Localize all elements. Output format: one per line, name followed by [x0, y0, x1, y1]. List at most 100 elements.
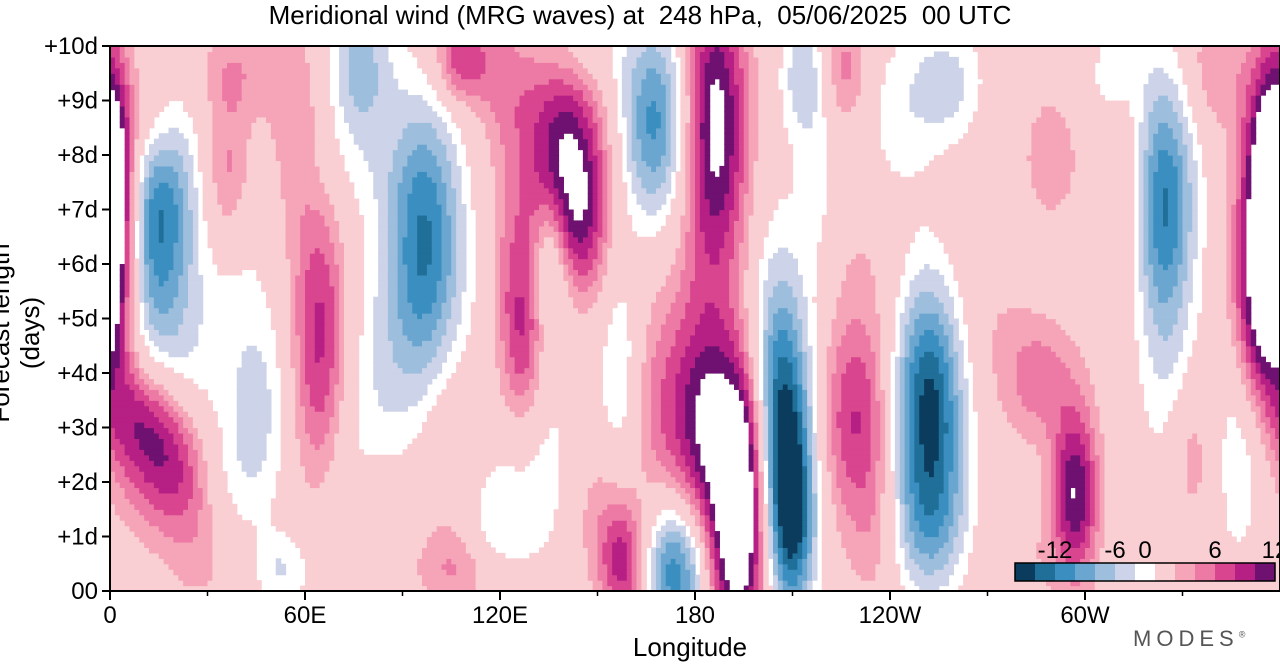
- heatmap-cell: [875, 498, 881, 505]
- heatmap-cell: [134, 482, 155, 489]
- heatmap-cell: [797, 400, 803, 407]
- heatmap-cell: [280, 373, 296, 380]
- heatmap-cell: [339, 225, 365, 232]
- heatmap-cell: [1007, 411, 1037, 418]
- heatmap-cell: [470, 204, 496, 211]
- heatmap-cell: [773, 465, 779, 472]
- heatmap-cell: [899, 367, 906, 374]
- heatmap-cell: [504, 340, 511, 347]
- heatmap-cell: [899, 476, 906, 483]
- heatmap-cell: [495, 269, 501, 276]
- heatmap-cell: [344, 285, 365, 292]
- heatmap-cell: [612, 193, 628, 200]
- heatmap-cell: [163, 438, 174, 445]
- heatmap-cell: [339, 302, 345, 309]
- heatmap-cell: [597, 187, 603, 194]
- heatmap-cell: [802, 411, 808, 418]
- heatmap-cell: [495, 236, 501, 243]
- heatmap-cell: [826, 182, 1032, 189]
- heatmap-cell: [456, 258, 467, 265]
- heatmap-cell: [933, 291, 950, 298]
- heatmap-cell: [539, 274, 564, 281]
- heatmap-cell: [324, 351, 335, 358]
- heatmap-cell: [582, 236, 594, 243]
- heatmap-cell: [495, 258, 501, 265]
- heatmap-cell: [446, 378, 501, 385]
- heatmap-cell: [295, 291, 306, 298]
- heatmap-cell: [709, 198, 725, 205]
- heatmap-cell: [495, 247, 501, 254]
- heatmap-cell: [524, 367, 535, 374]
- heatmap-cell: [651, 580, 657, 587]
- heatmap-cell: [807, 400, 813, 407]
- heatmap-cell: [314, 144, 340, 151]
- heatmap-cell: [378, 291, 389, 298]
- heatmap-cell: [680, 318, 701, 325]
- heatmap-cell: [334, 340, 340, 347]
- heatmap-cell: [748, 253, 764, 260]
- heatmap-cell: [909, 471, 915, 478]
- heatmap-cell: [709, 525, 716, 532]
- heatmap-cell: [134, 394, 150, 401]
- heatmap-cell: [1089, 405, 1101, 412]
- heatmap-cell: [1158, 155, 1174, 162]
- heatmap-cell: [1055, 318, 1135, 325]
- heatmap-cell: [149, 318, 184, 325]
- heatmap-cell: [968, 552, 1037, 559]
- heatmap-cell: [339, 362, 345, 369]
- heatmap-cell: [777, 329, 789, 336]
- heatmap-cell: [173, 569, 213, 576]
- heatmap-cell: [500, 280, 511, 287]
- heatmap-cell: [807, 438, 813, 445]
- heatmap-cell: [734, 187, 740, 194]
- heatmap-cell: [139, 465, 184, 472]
- heatmap-cell: [729, 209, 740, 216]
- heatmap-cell: [592, 242, 599, 249]
- heatmap-cell: [768, 498, 774, 505]
- heatmap-cell: [763, 514, 769, 521]
- heatmap-cell: [139, 269, 145, 276]
- heatmap-cell: [958, 449, 964, 456]
- heatmap-cell: [894, 476, 901, 483]
- heatmap-cell: [553, 176, 564, 183]
- heatmap-cell: [119, 438, 140, 445]
- heatmap-cell: [641, 503, 691, 510]
- heatmap-cell: [675, 291, 691, 298]
- heatmap-cell: [129, 351, 135, 358]
- heatmap-cell: [153, 165, 174, 172]
- heatmap-cell: [807, 422, 813, 429]
- heatmap-cell: [387, 198, 399, 205]
- heatmap-cell: [826, 432, 833, 439]
- heatmap-cell: [1138, 182, 1145, 189]
- heatmap-cell: [207, 471, 228, 478]
- heatmap-cell: [1206, 242, 1227, 249]
- heatmap-cell: [397, 258, 404, 265]
- heatmap-cell: [1245, 362, 1252, 369]
- heatmap-cell: [660, 580, 667, 587]
- heatmap-cell: [704, 302, 716, 309]
- heatmap-cell: [504, 400, 535, 407]
- heatmap-cell: [490, 155, 506, 162]
- heatmap-cell: [436, 155, 447, 162]
- heatmap-cell: [417, 313, 423, 320]
- heatmap-cell: [660, 323, 681, 330]
- heatmap-cell: [334, 389, 345, 396]
- heatmap-cell: [149, 498, 189, 505]
- heatmap-cell: [456, 253, 467, 260]
- heatmap-cells: [110, 46, 1280, 591]
- heatmap-cell: [539, 307, 579, 314]
- heatmap-cell: [407, 231, 418, 238]
- heatmap-cell: [305, 356, 316, 363]
- heatmap-cell: [402, 171, 418, 178]
- heatmap-cell: [1050, 541, 1062, 548]
- heatmap-cell: [997, 373, 1018, 380]
- heatmap-cell: [305, 476, 326, 483]
- heatmap-cell: [972, 373, 998, 380]
- heatmap-cell: [456, 269, 467, 276]
- heatmap-cell: [188, 460, 199, 467]
- heatmap-cell: [753, 574, 759, 581]
- heatmap-cell: [178, 449, 189, 456]
- heatmap-cell: [660, 160, 672, 167]
- heatmap-cell: [680, 362, 696, 369]
- heatmap-cell: [870, 427, 881, 434]
